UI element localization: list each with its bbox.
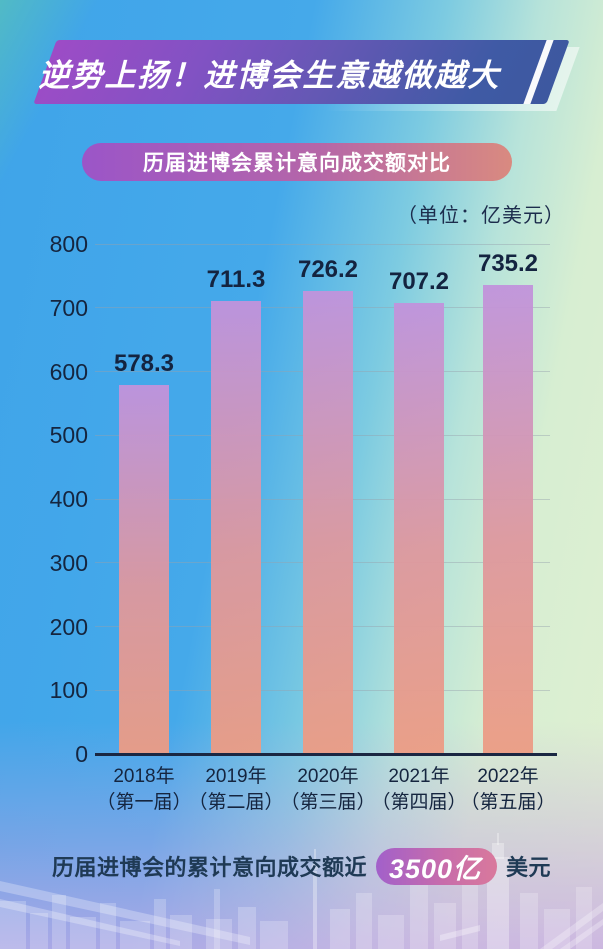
x-tick-year: 2022年 <box>477 766 539 787</box>
x-tick-label-2021年: 2021年 （第四届） <box>344 764 494 816</box>
bar-2020年 <box>303 291 353 754</box>
x-tick-year: 2019年 <box>205 766 267 787</box>
bar-value-label-2020年: 726.2 <box>297 256 359 284</box>
bar-2022年 <box>483 285 533 754</box>
x-tick-session: （第三届） <box>280 792 376 813</box>
y-tick-label-400: 400 <box>49 486 88 512</box>
bar-2018年 <box>119 385 169 754</box>
slogan-highlight-value: 3500亿 <box>388 853 482 884</box>
chart-subtitle-pill: 历届进博会累计意向成交额对比 <box>82 143 512 181</box>
slogan-prefix: 历届进博会的累计意向成交额近 <box>51 855 367 880</box>
chart-subtitle: 历届进博会累计意向成交额对比 <box>143 152 451 175</box>
x-axis-line <box>95 753 557 756</box>
y-tick-label-500: 500 <box>49 422 88 449</box>
bar-value-label-2022年: 735.2 <box>477 250 539 278</box>
y-tick-label-300: 300 <box>49 549 88 576</box>
x-tick-year: 2018年 <box>113 766 175 787</box>
y-tick-label-100: 100 <box>49 677 88 704</box>
x-tick-label-2018年: 2018年 （第一届） <box>69 764 219 816</box>
x-tick-session: （第五届） <box>460 792 556 813</box>
slogan-highlight-pill: 3500亿 <box>375 847 498 885</box>
slogan-row: 历届进博会的累计意向成交额近 3500亿 美元 <box>0 846 603 886</box>
unit-label: （单位：亿美元） <box>397 205 565 227</box>
x-tick-session: （第二届） <box>188 792 284 813</box>
x-tick-label-2019年: 2019年 （第二届） <box>161 764 311 816</box>
y-tick-label-0: 0 <box>75 741 88 767</box>
slogan-suffix: 美元 <box>506 855 552 880</box>
x-tick-label-2020年: 2020年 （第三届） <box>253 764 403 816</box>
x-tick-label-2022年: 2022年 （第五届） <box>433 764 583 816</box>
bar-2019年 <box>211 300 261 754</box>
bar-2021年 <box>394 303 444 754</box>
gridline-800 <box>95 243 550 245</box>
x-tick-session: （第一届） <box>96 792 192 813</box>
bar-value-label-2018年: 578.3 <box>113 350 175 378</box>
x-tick-year: 2021年 <box>388 766 450 787</box>
y-tick-label-600: 600 <box>49 358 88 385</box>
y-tick-label-800: 800 <box>49 231 88 257</box>
y-tick-label-200: 200 <box>49 613 88 640</box>
x-tick-year: 2020年 <box>297 766 359 787</box>
bar-value-label-2021年: 707.2 <box>388 268 450 296</box>
x-tick-session: （第四届） <box>371 792 467 813</box>
bar-value-label-2019年: 711.3 <box>206 265 266 293</box>
y-tick-label-700: 700 <box>49 294 88 321</box>
